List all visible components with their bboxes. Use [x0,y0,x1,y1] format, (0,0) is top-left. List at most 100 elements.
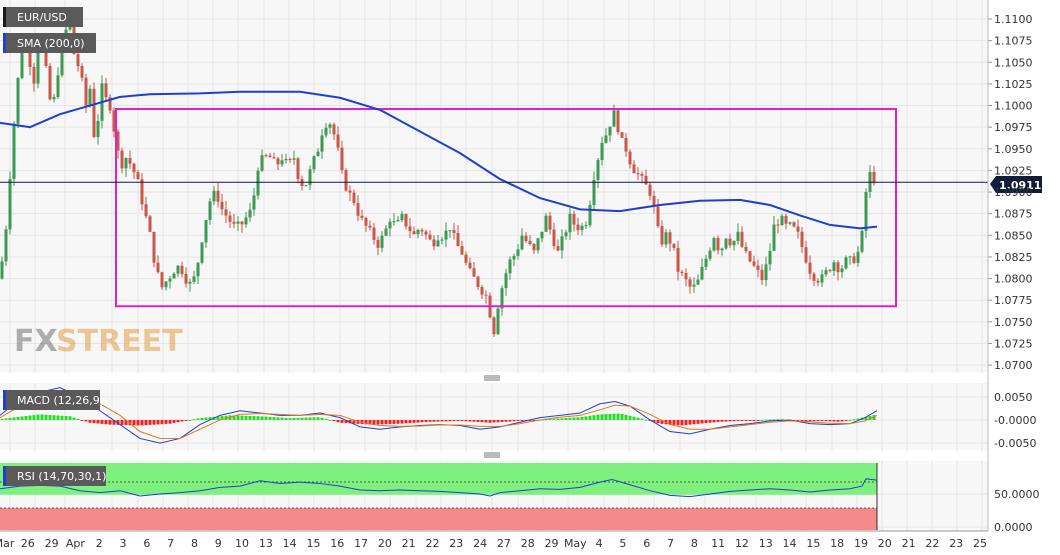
candle-body [632,164,636,174]
candle-body [404,213,408,227]
candle-body [776,224,780,226]
candle-body [492,317,496,335]
candle-body [780,215,784,226]
macd-bar [756,419,760,421]
candle-body [576,224,580,231]
macd-bar [804,419,808,422]
candle-body [188,281,192,284]
macd-bar [700,419,704,424]
macd-bar [72,417,76,420]
candle-body [624,137,628,152]
candle-body [692,284,696,287]
x-tick-label: 7 [667,537,674,550]
macd-bar [44,414,48,420]
macd-bar [384,419,388,425]
candle-body [56,75,60,97]
macd-bar [840,419,844,422]
svg-text:1.09113: 1.09113 [999,179,1049,192]
macd-bar [868,415,872,420]
macd-resize-handle[interactable] [0,373,988,383]
candle-body [800,231,804,248]
candle-body [136,172,140,180]
candle-body [680,271,684,273]
macd-bar [656,419,660,424]
candle-body [60,43,64,76]
candle-body [556,246,560,251]
macd-bar [308,417,312,420]
macd-label: MACD (12,26,9) [3,390,104,410]
candle-body [120,150,124,169]
macd-bar [84,419,88,422]
candle-body [764,264,768,281]
candle-body [384,228,388,236]
macd-bar [264,416,268,420]
macd-bar [520,419,524,421]
macd-bar [576,417,580,420]
macd-bar [652,419,656,422]
macd-bar [672,419,676,425]
candle-body [28,50,32,67]
candle-body [736,231,740,241]
macd-bar [96,419,100,424]
macd-bar [52,415,56,420]
macd-bar [452,419,456,422]
candle-body [728,238,732,246]
candle-body [528,241,532,244]
candle-body [124,158,128,169]
macd-bar [852,419,856,421]
macd-bar [368,419,372,425]
candle-body [44,43,48,66]
macd-bar [660,419,664,424]
candle-body [788,222,792,224]
y-tick-label: 0.0050 [994,391,1033,404]
candle-body [852,256,856,263]
macd-bar [592,415,596,420]
x-tick-label: 28 [521,537,535,550]
macd-bar [584,416,588,420]
candle-body [304,185,308,187]
y-tick-label: 1.1000 [994,100,1033,113]
rsi-resize-handle[interactable] [0,451,988,461]
y-tick-label: 1.1050 [994,56,1033,69]
macd-bar [820,419,824,421]
candle-body [192,276,196,282]
candle-body [12,123,16,180]
y-tick-label: 1.0800 [994,273,1033,286]
candle-body [432,239,436,247]
x-tick-label: 19 [854,537,868,550]
candle-body [720,248,724,251]
candle-body [260,155,264,171]
macd-bar [380,419,384,425]
macd-bar [740,419,744,421]
macd-bar [544,419,548,421]
macd-bar [468,419,472,422]
macd-bar [488,419,492,423]
x-tick-label: 13 [759,537,773,550]
y-tick-label: 50.0000 [994,488,1040,501]
macd-bar [772,419,776,421]
macd-bar [116,419,120,425]
macd-bar [752,419,756,421]
macd-bar [596,414,600,420]
macd-bar [816,419,820,421]
candle-body [592,179,596,205]
candle-body [772,224,776,251]
macd-bar [796,419,800,422]
candle-body [672,243,676,248]
candle-body [212,190,216,202]
macd-bar [4,418,8,420]
macd-bar [760,419,764,421]
macd-bar [548,419,552,421]
rsi-label: RSI (14,70,30,1) [3,466,106,486]
candle-body [504,273,508,289]
candle-body [376,239,380,248]
candle-body [452,230,456,234]
candle-body [272,157,276,159]
candle-body [336,134,340,148]
candle-body [268,155,272,158]
macd-bar [516,419,520,422]
candle-body [180,265,184,274]
y-tick-label: 0.0000 [994,521,1033,534]
macd-bar [420,419,424,423]
candle-body [16,77,20,124]
